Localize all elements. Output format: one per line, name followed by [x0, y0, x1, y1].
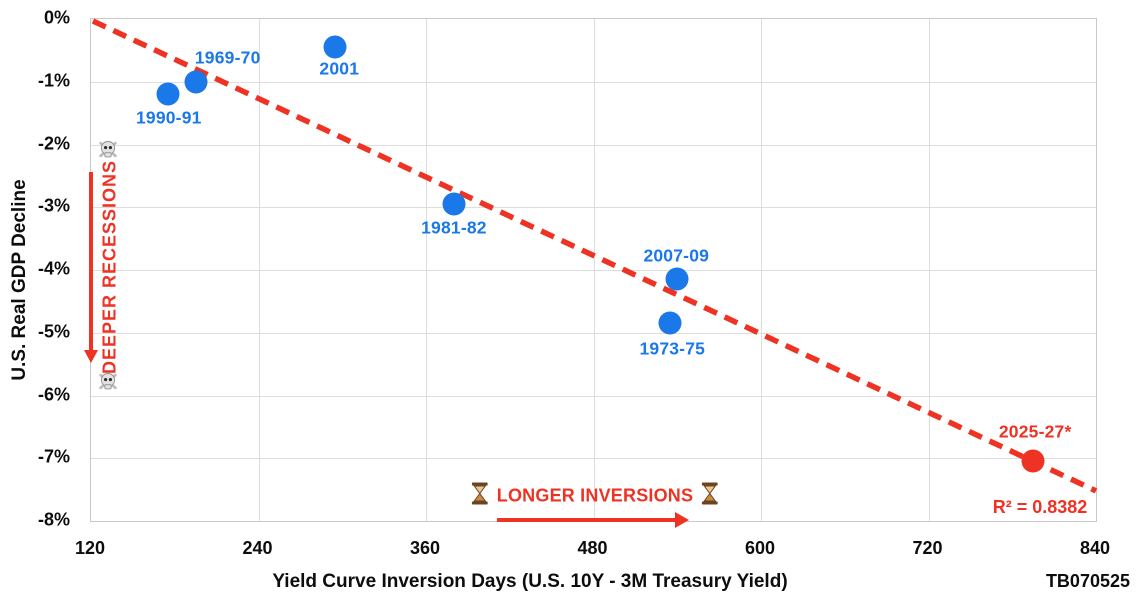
y-tick-label: -4%: [37, 258, 70, 279]
data-point-label: 2001: [319, 58, 360, 79]
data-point: [156, 82, 180, 106]
skull-icon: [98, 371, 119, 397]
gridline-horizontal: [91, 458, 1096, 460]
deeper-recessions-label: DEEPER RECESSIONS: [99, 159, 120, 375]
gridline-horizontal: [91, 207, 1096, 209]
gridline-horizontal: [91, 81, 1096, 83]
y-tick-label: -7%: [37, 446, 70, 467]
x-tick-label: 840: [1079, 538, 1111, 558]
y-tick-label: -6%: [37, 384, 70, 404]
data-point-label: 2007-09: [643, 245, 710, 266]
data-point: [1021, 449, 1045, 473]
watermark-code: TB070525: [1045, 571, 1130, 591]
hourglass-icon: [702, 482, 719, 510]
y-tick-label: -3%: [37, 195, 70, 216]
data-point-label: 1990-91: [135, 107, 202, 128]
r-squared-label: R² = 0.8382: [992, 497, 1088, 517]
longer-inversions-label: LONGER INVERSIONS: [496, 485, 694, 506]
data-point: [658, 311, 682, 335]
skull-icon: [98, 139, 119, 165]
longer-inversions-arrowhead: [675, 512, 689, 528]
data-point-label: 1969-70: [194, 47, 261, 68]
data-point: [665, 267, 689, 291]
y-axis: 0% -1% -2% -3% -4% -5% -6% -7% -8%: [0, 0, 72, 606]
x-tick-label: 120: [74, 538, 106, 558]
data-point-label: 1981-82: [421, 217, 487, 238]
y-tick-label: -5%: [37, 321, 70, 342]
y-tick-label: -2%: [37, 133, 70, 153]
plot-area: 1990-91 1969-70 2001 1981-82 2007-09 1973-75 2…: [90, 18, 1098, 522]
y-tick-label: -8%: [37, 509, 70, 530]
x-axis: 120 240 360 480 600 720 840: [0, 538, 1137, 562]
deeper-recessions-arrow: [89, 172, 93, 350]
x-tick-label: 480: [577, 538, 608, 558]
y-tick-label: 0%: [43, 7, 70, 28]
data-point: [323, 35, 347, 59]
data-point-label: 2025-27*: [998, 421, 1072, 442]
hourglass-icon: [471, 482, 488, 510]
data-point: [184, 70, 208, 94]
x-tick-label: 360: [409, 538, 441, 558]
gridline-horizontal: [91, 395, 1096, 397]
deeper-recessions-arrowhead: [84, 350, 98, 363]
x-tick-label: 240: [242, 538, 273, 558]
longer-inversions-annotation: LONGER INVERSIONS: [471, 482, 719, 510]
data-point-label: 1973-75: [639, 338, 706, 359]
gridline-horizontal: [91, 332, 1096, 334]
y-tick-label: -1%: [37, 70, 70, 91]
longer-inversions-arrow: [497, 518, 675, 522]
gridline-horizontal: [91, 144, 1096, 146]
x-axis-title: Yield Curve Inversion Days (U.S. 10Y - 3…: [272, 571, 788, 592]
x-tick-label: 600: [744, 538, 776, 558]
x-tick-label: 720: [912, 538, 943, 558]
trendline: [91, 18, 1098, 494]
data-point: [442, 192, 466, 216]
gridline-horizontal: [91, 270, 1096, 271]
